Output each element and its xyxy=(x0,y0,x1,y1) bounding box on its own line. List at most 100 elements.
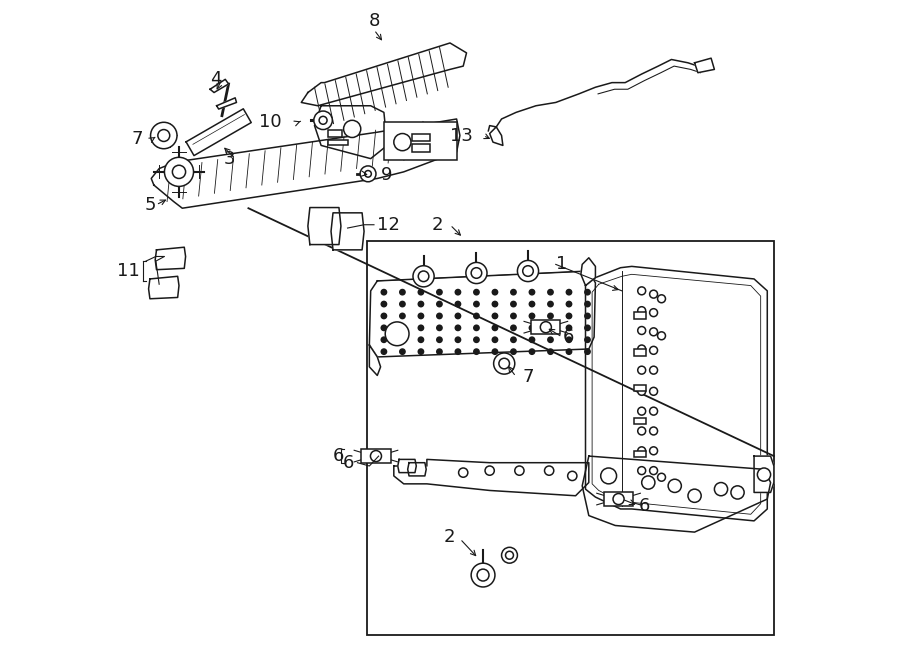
Polygon shape xyxy=(394,459,589,496)
Polygon shape xyxy=(582,456,770,532)
Circle shape xyxy=(382,313,386,319)
Circle shape xyxy=(566,349,572,354)
Circle shape xyxy=(382,325,386,330)
Bar xyxy=(634,385,645,391)
Circle shape xyxy=(455,325,461,330)
Circle shape xyxy=(566,337,572,342)
Circle shape xyxy=(418,313,424,319)
Circle shape xyxy=(548,290,554,295)
Polygon shape xyxy=(217,98,237,109)
Circle shape xyxy=(638,467,645,475)
Circle shape xyxy=(394,134,411,151)
Circle shape xyxy=(650,467,658,475)
Circle shape xyxy=(731,486,744,499)
Circle shape xyxy=(600,468,617,484)
Circle shape xyxy=(472,268,482,278)
Circle shape xyxy=(344,120,361,137)
Circle shape xyxy=(511,325,516,330)
Circle shape xyxy=(638,387,645,395)
Circle shape xyxy=(529,301,535,307)
Text: 12: 12 xyxy=(377,215,400,234)
Text: 9: 9 xyxy=(381,166,392,184)
Bar xyxy=(634,451,645,457)
Circle shape xyxy=(472,563,495,587)
Circle shape xyxy=(638,447,645,455)
Circle shape xyxy=(511,349,516,354)
Circle shape xyxy=(638,345,645,353)
Circle shape xyxy=(568,471,577,481)
Circle shape xyxy=(529,325,535,330)
Polygon shape xyxy=(186,109,251,155)
Circle shape xyxy=(455,290,461,295)
Circle shape xyxy=(585,349,590,354)
Circle shape xyxy=(585,290,590,295)
Text: 8: 8 xyxy=(368,12,380,30)
Circle shape xyxy=(650,387,658,395)
Circle shape xyxy=(638,307,645,315)
Text: 6: 6 xyxy=(562,328,573,346)
Bar xyxy=(411,134,430,141)
Bar xyxy=(362,449,391,463)
Circle shape xyxy=(529,337,535,342)
Circle shape xyxy=(650,427,658,435)
Text: 5: 5 xyxy=(144,196,156,214)
Circle shape xyxy=(566,290,572,295)
Polygon shape xyxy=(302,43,466,106)
Circle shape xyxy=(473,325,479,330)
Circle shape xyxy=(400,301,405,307)
Circle shape xyxy=(548,337,554,342)
Text: 7: 7 xyxy=(131,130,142,148)
Circle shape xyxy=(529,313,535,319)
Circle shape xyxy=(492,313,498,319)
Circle shape xyxy=(418,325,424,330)
Circle shape xyxy=(477,569,489,581)
Circle shape xyxy=(418,290,424,295)
Circle shape xyxy=(173,165,185,178)
Text: 6: 6 xyxy=(343,453,355,472)
Circle shape xyxy=(650,407,658,415)
Circle shape xyxy=(638,427,645,435)
Circle shape xyxy=(613,494,624,504)
Circle shape xyxy=(455,313,461,319)
Circle shape xyxy=(418,349,424,354)
Circle shape xyxy=(436,337,442,342)
Circle shape xyxy=(400,325,405,330)
Circle shape xyxy=(540,322,552,332)
Circle shape xyxy=(492,301,498,307)
Circle shape xyxy=(548,325,554,330)
Text: 11: 11 xyxy=(117,262,140,280)
Text: 2: 2 xyxy=(432,215,444,234)
Bar xyxy=(328,130,342,137)
Polygon shape xyxy=(369,345,381,375)
Circle shape xyxy=(413,266,434,287)
Circle shape xyxy=(650,290,658,298)
Bar xyxy=(367,241,774,635)
Circle shape xyxy=(585,313,590,319)
Circle shape xyxy=(511,313,516,319)
Polygon shape xyxy=(754,456,774,492)
Circle shape xyxy=(688,489,701,502)
Circle shape xyxy=(529,290,535,295)
Text: 6: 6 xyxy=(333,447,344,465)
Circle shape xyxy=(382,301,386,307)
Circle shape xyxy=(473,301,479,307)
Text: 7: 7 xyxy=(523,368,535,386)
Circle shape xyxy=(650,366,658,374)
Circle shape xyxy=(529,349,535,354)
Bar xyxy=(604,492,633,506)
Polygon shape xyxy=(148,276,179,299)
Polygon shape xyxy=(369,271,596,357)
Polygon shape xyxy=(331,213,364,250)
Circle shape xyxy=(585,301,590,307)
Circle shape xyxy=(715,483,727,496)
Circle shape xyxy=(371,451,382,461)
Circle shape xyxy=(492,349,498,354)
Text: 2: 2 xyxy=(444,527,455,546)
Polygon shape xyxy=(210,79,229,93)
Circle shape xyxy=(165,157,194,186)
Circle shape xyxy=(436,349,442,354)
Circle shape xyxy=(473,290,479,295)
Circle shape xyxy=(658,473,665,481)
Circle shape xyxy=(436,290,442,295)
Circle shape xyxy=(382,290,386,295)
